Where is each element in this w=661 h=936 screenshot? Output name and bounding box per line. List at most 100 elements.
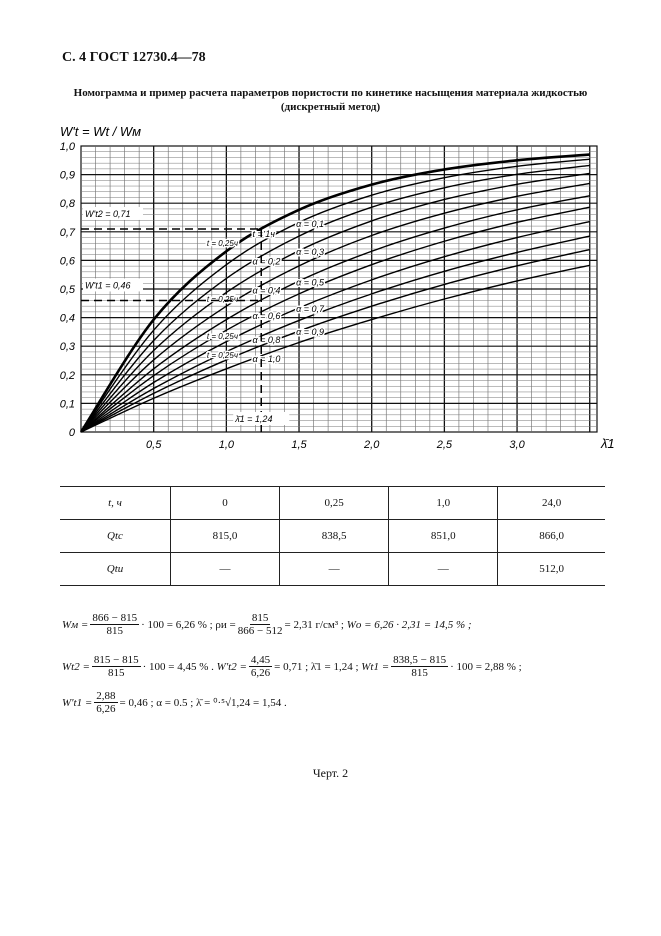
- cell: —: [388, 552, 498, 586]
- series-curve: [80, 264, 590, 433]
- fraction: 815 866 − 512: [237, 612, 283, 637]
- cell: 512,0: [497, 552, 605, 586]
- series-curve: [80, 164, 590, 433]
- y-tick-label: 0,3: [60, 341, 76, 353]
- formula-text: Wм =: [62, 618, 89, 631]
- series-curve: [80, 206, 590, 433]
- annotation-bg: [233, 412, 290, 425]
- figure-title: Номограмма и пример расчета параметров п…: [30, 86, 631, 114]
- x-tick-label: 3,0: [509, 439, 525, 451]
- formula-text: · 100 = 2,88 % ;: [450, 660, 522, 673]
- y-axis-label: W't = Wt / Wм: [60, 124, 141, 139]
- formula-text: · 100 = 4,45 % .: [142, 660, 214, 673]
- fraction: 866 − 815 815: [90, 612, 140, 637]
- y-tick-label: 0,5: [60, 284, 76, 296]
- annotation-label: W't2 = 0,71: [85, 209, 131, 219]
- series-label: α = 1,0: [253, 354, 281, 364]
- x-tick-label: 2,5: [436, 439, 453, 451]
- annotation-bg: [83, 278, 143, 292]
- data-table: t, ч 0 0,25 1,0 24,0 Qtс 815,0 838,5 851,0 866,0…: [60, 486, 605, 586]
- series-label: t = 1ч: [253, 229, 276, 239]
- series-curve: [79, 153, 590, 433]
- formula-line-3: W't1 = 2,88 6,26 = 0,46 ; α = 0.5 ; λ̄ = …: [62, 690, 287, 715]
- t025-label: t = 0,25ч: [207, 351, 238, 360]
- series-curve: [80, 158, 590, 433]
- formula-line-1: Wм = 866 − 815 815 · 100 = 6,26 % ; ρи = …: [62, 612, 472, 637]
- series-label: α = 0,9: [296, 327, 324, 337]
- x-tick-label: 2,0: [363, 439, 380, 451]
- cell: —: [169, 552, 280, 586]
- series-curve: [80, 182, 590, 433]
- series-curve: [80, 235, 590, 433]
- formula-text: · 100 = 6,26 % ;: [141, 618, 213, 631]
- x-tick-label: 1,5: [291, 439, 307, 451]
- table-row: Qtс 815,0 838,5 851,0 866,0: [60, 519, 605, 553]
- series-curve: [80, 220, 590, 433]
- row-label: Qtи: [60, 552, 171, 586]
- cell: 0,25: [279, 486, 389, 520]
- series-label: α = 0,4: [253, 285, 281, 295]
- series-label: α = 0,3: [296, 247, 324, 257]
- formula-text: ρи =: [215, 618, 236, 631]
- fraction: 838,5 − 815 815: [391, 654, 449, 679]
- cell: 851,0: [388, 519, 498, 553]
- series-curve: [80, 248, 590, 433]
- y-tick-label: 0,9: [60, 170, 75, 182]
- y-tick-label: 0,4: [60, 313, 75, 325]
- annotation-label: λ̄1 = 1,24: [234, 414, 272, 424]
- series-label: α = 0,8: [253, 335, 281, 345]
- x-tick-label: 0,5: [146, 439, 162, 451]
- y-tick-label: 0,6: [60, 255, 76, 267]
- y-tick-label: 0: [69, 427, 76, 439]
- annotation-label: W't1 = 0,46: [85, 280, 131, 290]
- series-curve: [80, 195, 590, 433]
- y-tick-label: 0,2: [60, 370, 75, 382]
- formula-line-2: Wt2 = 815 − 815 815 · 100 = 4,45 % . W't2…: [62, 654, 522, 679]
- formula-text: Wt1 =: [361, 660, 390, 673]
- y-tick-label: 0,7: [60, 227, 76, 239]
- cell: 1,0: [388, 486, 498, 520]
- nomogram-chart: t = 1ч α = 0,1 α = 0,2 α = 0,3 α = 0,4 α = 0,…: [60, 124, 615, 451]
- formula-text: = 0,46 ; α = 0.5 ;: [119, 696, 194, 709]
- y-tick-label: 0,8: [60, 198, 76, 210]
- series-label: α = 0,6: [253, 311, 281, 321]
- t025-label: t = 0,25ч: [207, 332, 238, 341]
- fraction: 815 − 815 815: [91, 654, 141, 679]
- cell: 866,0: [497, 519, 605, 553]
- cell: —: [279, 552, 389, 586]
- t025-label: t = 0,25ч: [207, 295, 238, 304]
- formula-text: W't2 =: [216, 660, 247, 673]
- y-tick-label: 0,1: [60, 398, 75, 410]
- table-row: Qtи — — —512,0: [60, 552, 605, 586]
- series-label: α = 0,2: [253, 256, 281, 266]
- x-axis-label: λ̄1: [600, 436, 615, 451]
- formula-text: λ̄ = ⁰·⁵√1,24 = 1,54 .: [196, 697, 287, 709]
- cell: 0: [169, 486, 280, 520]
- title-line-2: (дискретный метод): [280, 101, 381, 113]
- cell: 815,0: [169, 519, 280, 553]
- formula-text: Wо = 6,26 · 2,31 = 14,5 % ;: [346, 618, 472, 631]
- formula-text: = 2,31 г/см³ ;: [284, 618, 344, 631]
- cell: 24,0: [497, 486, 605, 520]
- formula-text: Wt2 =: [62, 660, 90, 673]
- annotation-bg: [83, 206, 143, 220]
- series-label: α = 0,5: [296, 278, 325, 288]
- t025-label: t = 0,25ч: [207, 239, 238, 248]
- fraction: 2,88 6,26: [94, 690, 118, 715]
- page-header: С. 4 ГОСТ 12730.4—78: [62, 50, 206, 65]
- formula-text: = 0,71 ; λ̄1 = 1,24 ;: [274, 660, 359, 673]
- series-curve: [80, 172, 590, 433]
- cell: 838,5: [279, 519, 389, 553]
- formula-text: W't1 =: [62, 696, 93, 709]
- series-label: α = 0,7: [296, 304, 325, 314]
- row-label: Qtс: [60, 519, 171, 553]
- table-row: t, ч 0 0,25 1,0 24,0: [60, 486, 605, 520]
- x-tick-label: 1,0: [219, 439, 235, 451]
- series-label: α = 0,1: [296, 219, 324, 229]
- fraction: 4,45 6,26: [248, 654, 273, 679]
- y-tick-label: 1,0: [60, 141, 76, 153]
- row-label: t, ч: [60, 486, 171, 520]
- figure-caption: Черт. 2: [312, 766, 349, 780]
- title-line-1: Номограмма и пример расчета параметров п…: [73, 87, 588, 99]
